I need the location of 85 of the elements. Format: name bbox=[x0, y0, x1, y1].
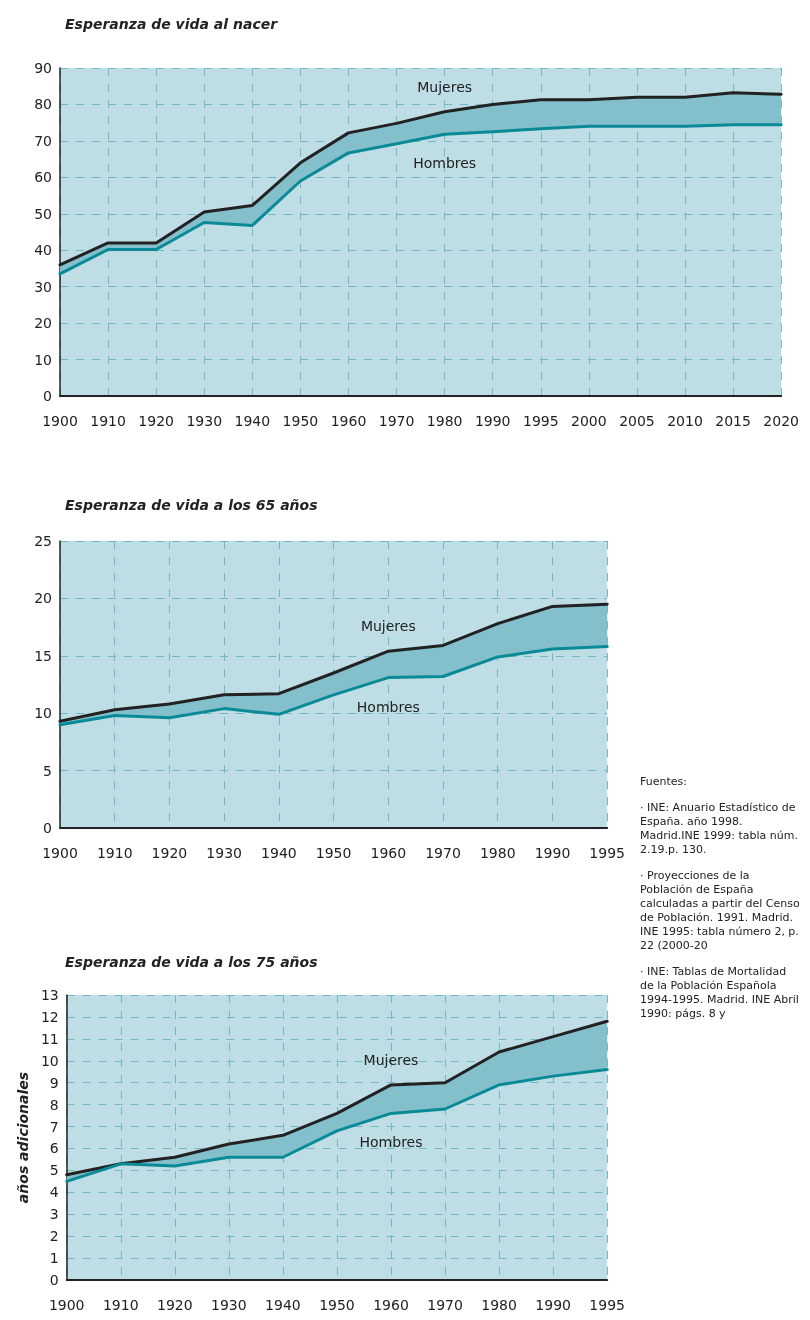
y-tick-label: 0 bbox=[49, 1272, 59, 1288]
series-label: Hombres bbox=[413, 155, 477, 172]
x-tick-label: 1930 bbox=[211, 1297, 247, 1313]
x-tick-label: 2000 bbox=[571, 413, 607, 429]
x-tick-label: 1970 bbox=[427, 1297, 463, 1313]
x-tick-label: 1970 bbox=[425, 845, 461, 861]
x-tick-label: 1960 bbox=[373, 1297, 409, 1313]
x-tick-label: 2015 bbox=[715, 413, 751, 429]
y-tick-label: 60 bbox=[34, 169, 52, 186]
chart-title: Esperanza de vida a los 75 años bbox=[65, 954, 318, 970]
chart-title: Esperanza de vida al nacer bbox=[65, 16, 279, 32]
y-tick-label: 40 bbox=[34, 242, 52, 259]
x-tick-label: 1900 bbox=[48, 1297, 85, 1313]
y-tick-label: 11 bbox=[40, 1030, 59, 1047]
y-tick-label: 7 bbox=[49, 1118, 59, 1135]
y-tick-label: 50 bbox=[34, 205, 52, 222]
x-tick-label: 1920 bbox=[138, 413, 174, 429]
series-label: Hombres bbox=[356, 698, 420, 715]
y-tick-label: 10 bbox=[34, 705, 52, 722]
y-tick-label: 1 bbox=[49, 1250, 59, 1267]
y-tick-label: 2 bbox=[49, 1228, 59, 1245]
y-tick-label: 70 bbox=[34, 132, 52, 149]
x-tick-label: 1920 bbox=[156, 1297, 193, 1313]
x-tick-label: 1990 bbox=[534, 845, 571, 861]
x-tick-label: 1940 bbox=[261, 845, 297, 861]
x-tick-label: 1930 bbox=[186, 413, 223, 429]
x-tick-label: 2020 bbox=[763, 413, 800, 429]
x-tick-label: 1990 bbox=[535, 1297, 571, 1313]
y-tick-label: 9 bbox=[49, 1074, 59, 1091]
y-tick-label: 5 bbox=[49, 1162, 59, 1179]
series-label: Mujeres bbox=[417, 78, 473, 95]
y-tick-label: 10 bbox=[40, 1052, 59, 1069]
x-tick-label: 1910 bbox=[102, 1297, 139, 1313]
y-tick-label: 12 bbox=[40, 1008, 59, 1025]
x-tick-label: 1900 bbox=[42, 845, 78, 861]
series-label: Mujeres bbox=[360, 618, 416, 635]
x-tick-label: 1970 bbox=[378, 413, 415, 429]
x-tick-label: 1930 bbox=[206, 845, 242, 861]
x-tick-label: 1960 bbox=[370, 845, 407, 861]
x-tick-label: 1920 bbox=[151, 845, 188, 861]
x-tick-label: 1980 bbox=[426, 413, 463, 429]
x-tick-label: 2005 bbox=[619, 413, 655, 429]
series-label: Hombres bbox=[359, 1134, 423, 1151]
x-tick-label: 1910 bbox=[90, 413, 126, 429]
y-tick-label: 25 bbox=[34, 533, 52, 549]
line-series bbox=[65, 1068, 609, 1183]
x-tick-label: 1950 bbox=[282, 413, 319, 429]
x-tick-label: 1980 bbox=[481, 1297, 517, 1313]
y-tick-label: 3 bbox=[49, 1206, 59, 1223]
y-tick-label: 20 bbox=[34, 590, 52, 607]
y-tick-label: 0 bbox=[43, 820, 52, 836]
text: · Proyecciones de la Población de España calculadas a partir del Censo de Población. 1991. Madrid. INE 1995: tabla número 2, p. 22 (2000-20 bbox=[640, 869, 800, 953]
y-tick-label: 4 bbox=[49, 1184, 59, 1201]
y-tick-label: 13 bbox=[40, 987, 59, 1003]
x-tick-label: 1910 bbox=[96, 845, 133, 861]
y-tick-label: 20 bbox=[34, 315, 52, 332]
chart-title: Esperanza de vida a los 65 años bbox=[65, 497, 318, 513]
x-tick-label: 1950 bbox=[315, 845, 352, 861]
source-note: Fuentes: bbox=[640, 775, 688, 789]
x-tick-label: 1995 bbox=[589, 845, 626, 861]
y-tick-label: 8 bbox=[49, 1096, 59, 1113]
y-axis-title: años adicionales bbox=[15, 1071, 31, 1204]
y-tick-label: 10 bbox=[34, 351, 52, 368]
x-tick-label: 1995 bbox=[589, 1297, 626, 1313]
y-tick-label: 15 bbox=[34, 647, 52, 664]
text: · INE: Anuario Estadístico de España. año 1998. Madrid.INE 1999: tabla núm. 2.19.p. 130. bbox=[640, 801, 799, 857]
series-label: Mujeres bbox=[363, 1051, 419, 1068]
text: · INE: Tablas de Mortalidad de la Población Española 1994-1995. Madrid. INE Abril 1990: págs. 8 y bbox=[640, 965, 800, 1021]
y-tick-label: 30 bbox=[34, 278, 52, 295]
x-tick-label: 1940 bbox=[234, 413, 271, 429]
x-tick-label: 1950 bbox=[319, 1297, 355, 1313]
x-tick-label: 1900 bbox=[42, 413, 78, 429]
x-tick-label: 1960 bbox=[330, 413, 367, 429]
line-series bbox=[58, 645, 609, 727]
x-tick-label: 1995 bbox=[522, 413, 559, 429]
y-tick-label: 80 bbox=[34, 96, 52, 113]
y-tick-label: 6 bbox=[49, 1140, 59, 1157]
x-tick-label: 1940 bbox=[265, 1297, 301, 1313]
line-series bbox=[58, 123, 783, 276]
x-tick-label: 2010 bbox=[667, 413, 703, 429]
y-tick-label: 0 bbox=[43, 388, 52, 404]
y-tick-label: 5 bbox=[43, 762, 52, 779]
x-tick-label: 1980 bbox=[479, 845, 516, 861]
x-tick-label: 1990 bbox=[474, 413, 511, 429]
y-tick-label: 90 bbox=[34, 60, 52, 76]
